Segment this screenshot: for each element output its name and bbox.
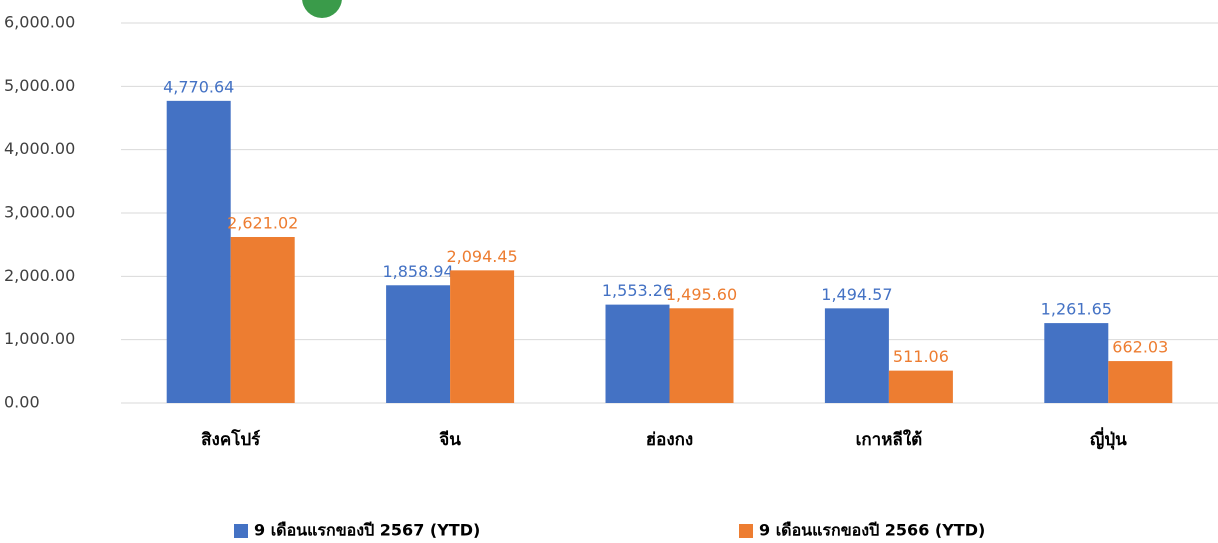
bar — [1044, 323, 1109, 403]
logo — [302, 0, 342, 18]
x-tick-label: จีน — [439, 429, 461, 450]
y-tick-label: 3,000.00 — [4, 203, 75, 222]
x-tick-label: ญี่ปุ่น — [1090, 427, 1127, 450]
x-tick-label: สิงคโปร์ — [201, 429, 261, 450]
bar — [669, 308, 734, 403]
data-label: 1,495.60 — [666, 285, 737, 304]
data-label: 511.06 — [893, 347, 949, 366]
y-tick-label: 1,000.00 — [4, 329, 75, 348]
data-label: 1,858.94 — [382, 262, 453, 281]
y-tick-label: 4,000.00 — [4, 139, 75, 158]
data-label: 2,621.02 — [227, 214, 298, 233]
y-tick-label: 0.00 — [4, 393, 40, 412]
data-label: 662.03 — [1112, 338, 1168, 357]
legend-label: 9 เดือนแรกของปี 2567 (YTD) — [254, 521, 480, 540]
bar — [888, 370, 953, 403]
bar — [824, 308, 889, 403]
x-tick-label: เกาหลีใต้ — [856, 429, 923, 450]
legend-label: 9 เดือนแรกของปี 2566 (YTD) — [759, 521, 985, 540]
data-label: 2,094.45 — [446, 247, 517, 266]
x-tick-label: ฮ่องกง — [646, 430, 693, 450]
data-label: 1,553.26 — [602, 281, 673, 300]
bar — [450, 270, 515, 403]
legend-swatch — [739, 524, 753, 538]
data-label: 4,770.64 — [163, 77, 234, 96]
y-tick-label: 2,000.00 — [4, 266, 75, 285]
y-tick-label: 6,000.00 — [4, 13, 75, 32]
bar — [166, 100, 231, 403]
bar — [386, 285, 451, 403]
y-tick-label: 5,000.00 — [4, 76, 75, 95]
legend-swatch — [234, 524, 248, 538]
data-label: 1,261.65 — [1041, 300, 1112, 319]
bar — [1108, 361, 1173, 403]
bar — [230, 237, 295, 403]
bar — [605, 304, 670, 403]
data-label: 1,494.57 — [821, 285, 892, 304]
